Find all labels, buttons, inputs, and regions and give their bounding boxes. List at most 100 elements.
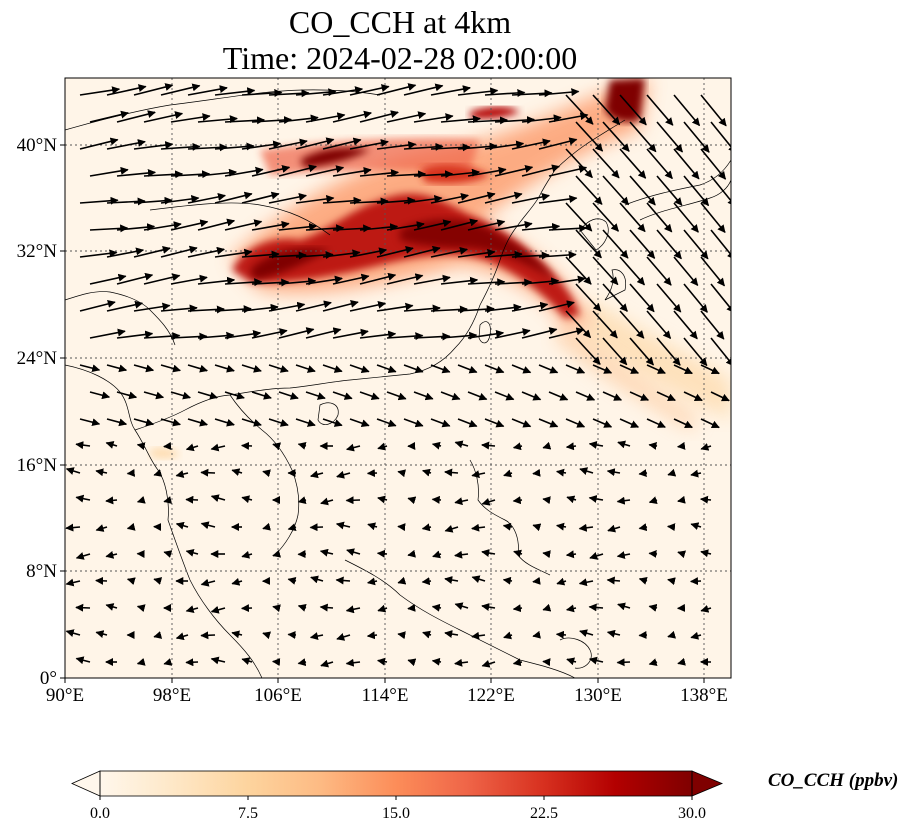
wind-vector-arrow: [648, 496, 658, 504]
x-tick-label: 98°E: [153, 685, 191, 706]
wind-vector-arrow: [484, 88, 526, 97]
wind-vector-arrow: [607, 524, 621, 533]
wind-vector-arrow: [556, 522, 567, 531]
wind-vector-arrow: [116, 169, 156, 177]
wind-vector-arrow: [454, 550, 469, 559]
wind-vector-arrow: [241, 88, 283, 97]
wind-vector-arrow: [648, 549, 658, 558]
wind-vector-arrow: [89, 391, 111, 400]
wind-vector-arrow: [710, 121, 731, 154]
wind-vector-arrow: [79, 418, 101, 427]
wind-vector-arrow: [305, 165, 345, 177]
wind-vector-arrow: [210, 656, 226, 665]
wind-vector-arrow: [349, 418, 370, 428]
wind-vector-arrow: [403, 194, 443, 204]
wind-vector-arrow: [454, 497, 469, 506]
wind-vector-arrow: [336, 633, 351, 641]
wind-vector-arrow: [185, 658, 199, 667]
colorbar-extend-max: [691, 770, 724, 797]
wind-vector-arrow: [592, 310, 618, 339]
wind-vector-arrow: [578, 578, 594, 587]
wind-vector-arrow: [683, 283, 708, 313]
wind-vector-arrow: [646, 202, 673, 233]
wind-vector-arrow: [690, 577, 702, 586]
wind-vector-arrow: [322, 364, 343, 373]
wind-vector-arrow: [629, 337, 655, 366]
wind-vector-arrow: [484, 303, 522, 312]
wind-vector-arrow: [153, 469, 163, 477]
wind-vector-arrow: [309, 523, 324, 532]
y-tick-label: 8°N: [26, 561, 57, 582]
wind-vector-arrow: [457, 87, 499, 96]
wind-vector-arrow: [467, 278, 506, 287]
chart-title-line2: Time: 2024-02-28 02:00:00: [222, 40, 578, 76]
wind-vector-arrow: [319, 603, 334, 612]
wind-vector-arrow: [200, 521, 216, 530]
wind-vector-arrow: [710, 175, 731, 207]
wind-vector-arrow: [619, 310, 645, 339]
wind-vector-arrow: [538, 195, 578, 204]
wind-vector-arrow: [646, 364, 666, 374]
wind-vector-arrow: [241, 495, 253, 504]
wind-vector-arrow: [683, 229, 709, 260]
wind-vector-arrow: [376, 418, 397, 428]
wind-vector-arrow: [75, 552, 91, 560]
wind-vector-arrow: [440, 331, 478, 340]
wind-vector-arrow: [320, 497, 334, 506]
wind-vector-arrow: [322, 299, 359, 312]
wind-vector-arrow: [359, 272, 397, 285]
wind-vector-arrow: [170, 274, 208, 285]
wind-vector-arrow: [297, 496, 307, 505]
wind-vector-arrow: [231, 630, 243, 639]
wind-vector-arrow: [116, 272, 154, 285]
wind-vector-arrow: [126, 522, 136, 531]
wind-vector-arrow: [133, 302, 171, 312]
wind-vector-arrow: [251, 165, 291, 177]
wind-vector-arrow: [305, 224, 345, 233]
wind-vector-arrow: [295, 137, 335, 150]
wind-vector-arrow: [322, 418, 343, 427]
wind-vector-arrow: [431, 495, 442, 504]
wind-vector-arrow: [481, 441, 496, 450]
wind-vector-arrow: [332, 224, 372, 233]
wind-vector-arrow: [346, 548, 361, 556]
wind-vector-arrow: [241, 364, 262, 373]
wind-vector-arrow: [75, 441, 91, 450]
wind-vector-arrow: [606, 468, 621, 477]
wind-vector-arrow: [413, 170, 454, 179]
wind-vector-arrow: [332, 110, 372, 123]
x-tick-label: 130°E: [574, 685, 622, 706]
wind-vector-arrow: [386, 273, 424, 285]
wind-vector-arrow: [376, 141, 417, 150]
wind-vector-arrow: [106, 247, 145, 258]
wind-vector-arrow: [592, 148, 620, 179]
wind-vector-arrow: [133, 246, 171, 258]
wind-vector-arrow: [133, 196, 173, 205]
wind-vector-arrow: [349, 139, 389, 150]
wind-vector-arrow: [430, 364, 451, 374]
wind-vector-arrow: [484, 364, 505, 374]
wind-vector-arrow: [349, 84, 390, 96]
wind-vector-arrow: [430, 418, 451, 428]
wind-vector-arrow: [175, 521, 189, 530]
wind-vector-arrow: [457, 248, 496, 258]
wind-vector-arrow: [532, 630, 541, 639]
wind-vector-arrow: [440, 276, 479, 285]
wind-vector-arrow: [502, 522, 513, 531]
wind-vector-arrow: [185, 548, 199, 557]
wind-vector-arrow: [268, 89, 310, 98]
wind-vector-arrow: [484, 250, 523, 259]
wind-vector-arrow: [95, 630, 108, 638]
wind-vector-arrow: [345, 496, 361, 505]
wind-vector-arrow: [187, 143, 228, 152]
wind-vector-arrow: [484, 191, 523, 204]
wind-vector-arrow: [538, 418, 559, 428]
wind-vector-arrow: [619, 256, 646, 286]
wind-vector-arrow: [542, 496, 551, 505]
wind-vector-arrow: [556, 468, 567, 477]
wind-vector-arrow: [413, 391, 434, 401]
wind-vector-arrow: [616, 496, 631, 505]
wind-vector-arrow: [502, 576, 513, 585]
wind-vector-arrow: [349, 247, 388, 258]
wind-vector-arrow: [532, 576, 541, 585]
